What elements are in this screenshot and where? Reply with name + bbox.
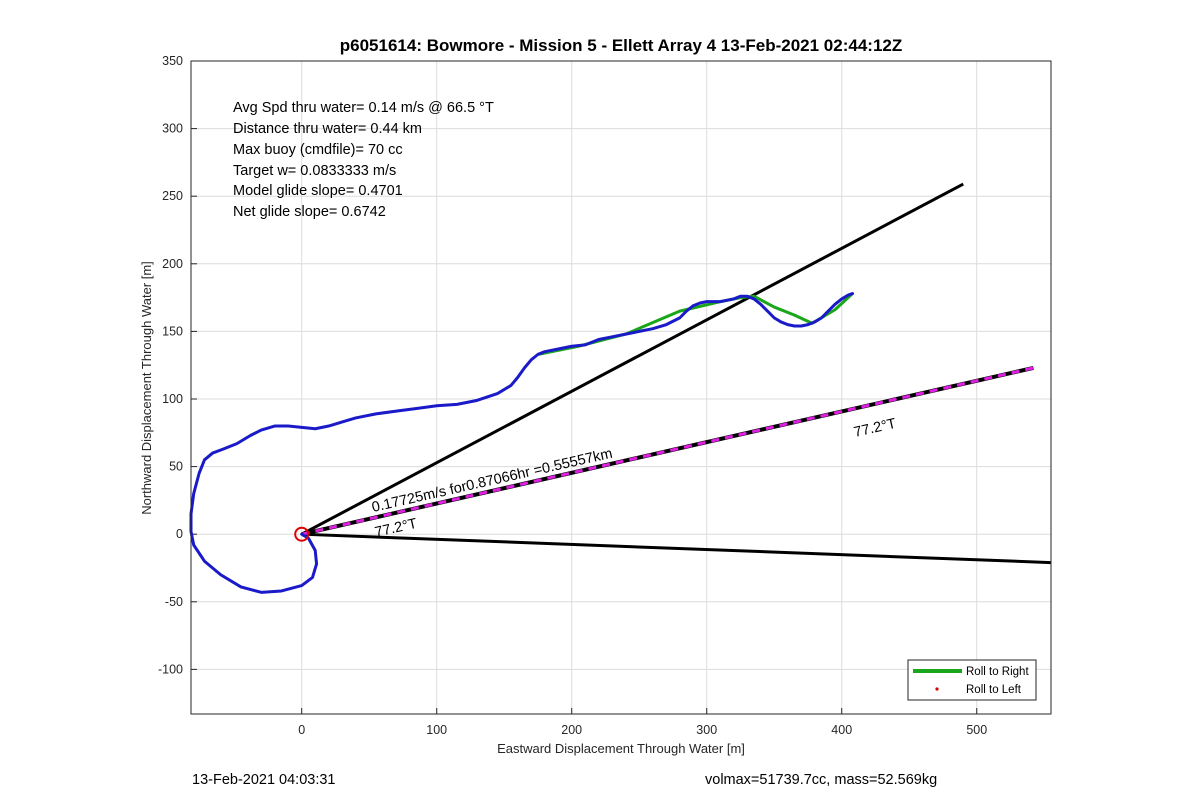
x-tick-label: 0: [298, 723, 305, 737]
y-tick-label: 50: [169, 460, 183, 474]
y-tick-label: 0: [176, 527, 183, 541]
stat-distance: Distance thru water= 0.44 km: [233, 121, 422, 137]
stat-avg-speed: Avg Spd thru water= 0.14 m/s @ 66.5 °T: [233, 100, 494, 116]
legend-box: [907, 659, 1037, 701]
stat-model-glide-slope: Model glide slope= 0.4701: [233, 183, 403, 199]
stat-target-w: Target w= 0.0833333 m/s: [233, 163, 396, 179]
legend: Roll to Right Roll to Left: [907, 659, 1037, 701]
plot-frame: [190, 60, 1052, 715]
plot-area: [191, 61, 1051, 714]
y-tick-label: 250: [162, 189, 183, 203]
axis-ticks: 0 100 200 300 400 500 -100 -50 0 50 100 150 200 250 30…: [158, 54, 987, 737]
y-tick-label: 150: [162, 324, 183, 338]
y-tick-label: -100: [158, 662, 183, 676]
footer-vessel-info: volmax=51739.7cc, mass=52.569kg: [705, 772, 938, 788]
x-tick-label: 400: [831, 723, 852, 737]
y-axis-label: Northward Displacement Through Water [m]: [139, 261, 154, 515]
chart-title: p6051614: Bowmore - Mission 5 - Ellett A…: [340, 36, 903, 55]
legend-label-roll-right: Roll to Right: [966, 666, 1029, 678]
x-tick-label: 200: [561, 723, 582, 737]
stats-block: Avg Spd thru water= 0.14 m/s @ 66.5 °T D…: [233, 100, 494, 220]
stat-net-glide-slope: Net glide slope= 0.6742: [233, 204, 386, 220]
y-tick-label: 350: [162, 54, 183, 68]
y-tick-label: 200: [162, 257, 183, 271]
slope-line-lower: [301, 532, 1052, 565]
y-tick-label: 100: [162, 392, 183, 406]
footer-timestamp: 13-Feb-2021 04:03:31: [192, 772, 336, 788]
x-tick-label: 100: [426, 723, 447, 737]
start-point-marker: [294, 526, 310, 542]
chart-marks: [294, 526, 310, 542]
slope-line-upper: [301, 182, 964, 536]
legend-label-roll-left: Roll to Left: [966, 684, 1022, 696]
x-tick-label: 500: [966, 723, 987, 737]
x-axis-label: Eastward Displacement Through Water [m]: [497, 741, 745, 756]
legend-swatch-roll-left: [935, 687, 939, 691]
x-tick-label: 300: [696, 723, 717, 737]
y-tick-label: 300: [162, 122, 183, 136]
stat-max-buoy: Max buoy (cmdfile)= 70 cc: [233, 142, 403, 158]
grid: [191, 60, 1051, 714]
current-vector-line: [301, 365, 1034, 537]
y-tick-label: -50: [165, 595, 183, 609]
